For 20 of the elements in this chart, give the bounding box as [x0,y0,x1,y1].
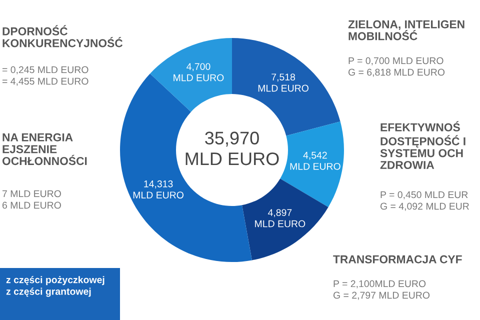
slice-label: NA ENERGIA EJSZENIE OCHŁONNOŚCI [2,133,87,166]
text: 7 MLD EURO 6 MLD EURO [2,190,61,209]
data-label: 4,542 MLD EURO [290,152,340,170]
text: z części pożyczkowej z części grantowej [6,276,104,297]
text: P = 0,700 MLD EURO G = 6,818 MLD EURO [348,57,445,77]
data-label: 7,518 MLD EURO [258,74,308,92]
text: = 0,245 MLD EURO = 4,455 MLD EURO [2,66,88,86]
donut-slice [280,121,344,208]
slice-label: ZIELONA, INTELIGEN MOBILNOŚĆ [348,20,464,40]
data-label: 4,897 MLD EURO [255,209,306,228]
text: P = 2,100MLD EURO G = 2,797 MLD EURO [333,280,430,300]
donut-slice [150,38,232,112]
slice-label: DPORNOŚĆ KONKURENCYJNOŚĆ [2,25,123,48]
data-label: 4,700 MLD EURO [174,63,224,82]
text: 35,970 MLD EURO [186,132,279,166]
slice-label: EFEKTYWNOŚ DOSTĘPNOŚĆ I SYSTEMU OCH ZDROWIA [380,121,466,170]
data-label: 14,313 MLD EURO [133,180,184,198]
donut-slice [242,178,328,260]
slice-label: TRANSFORMACJA CYF [333,255,462,264]
text: P = 0,450 MLD EUR G = 4,092 MLD EUR [380,191,469,211]
